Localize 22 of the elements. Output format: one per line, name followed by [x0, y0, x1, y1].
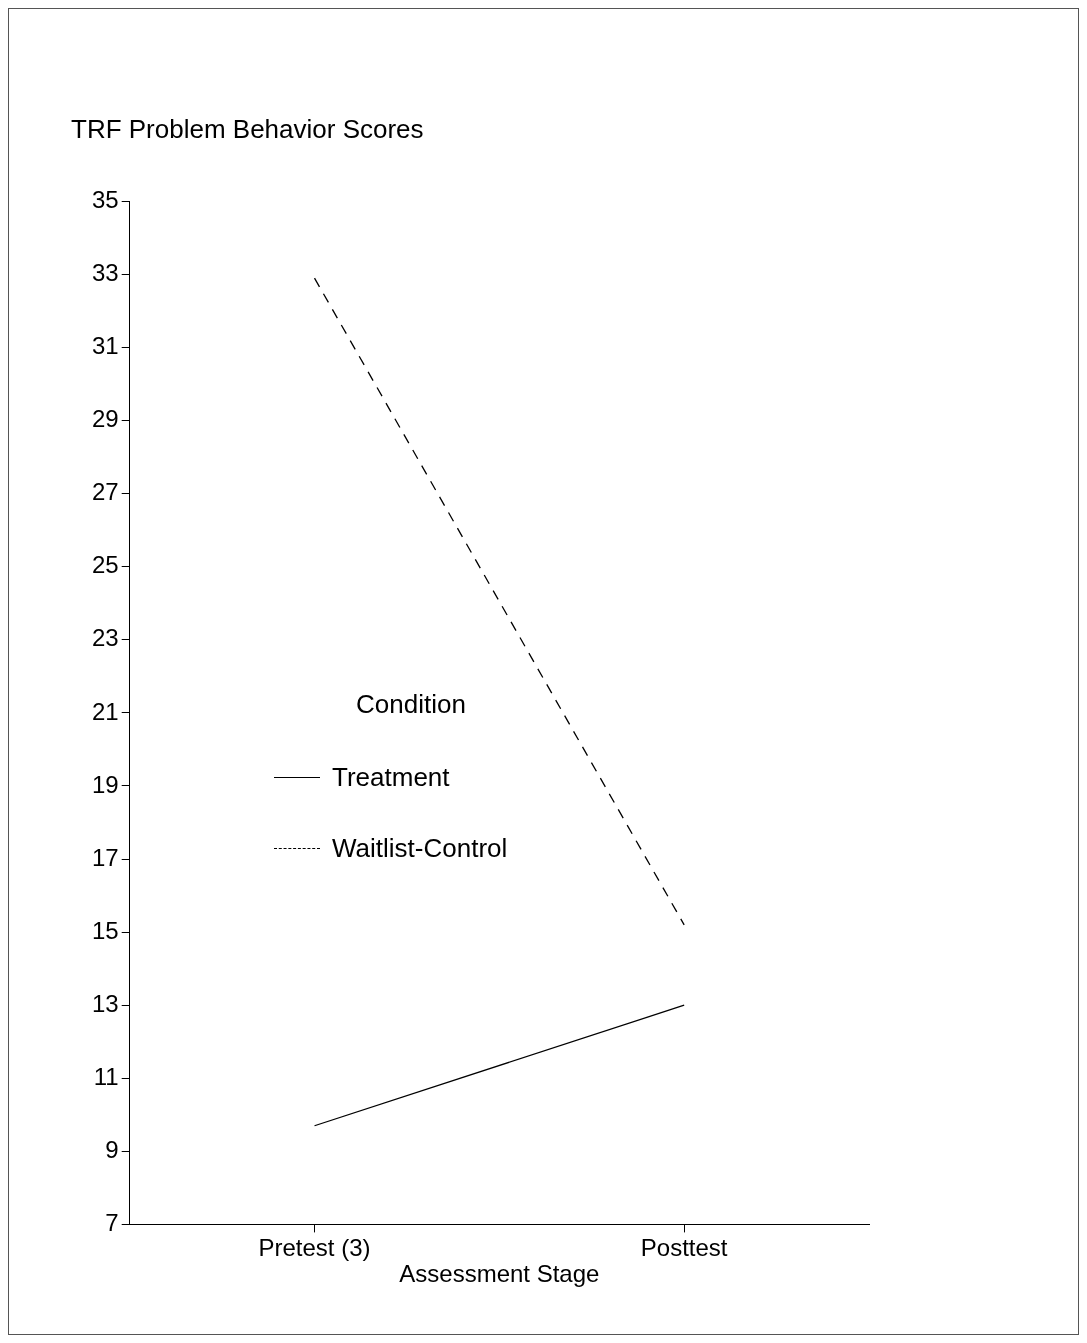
y-tick-label: 13 [91, 989, 119, 1017]
y-tick-label: 7 [105, 1209, 119, 1237]
y-tick-label: 31 [91, 332, 119, 360]
y-axis-title: TRF Problem Behavior Scores [71, 114, 424, 145]
y-tick-label: 23 [91, 624, 119, 652]
y-tick-label: 19 [91, 770, 119, 798]
y-tick-label: 33 [91, 259, 119, 287]
y-tick-label: 35 [91, 186, 119, 214]
x-axis-title: Assessment Stage [399, 1260, 600, 1288]
y-tick-label: 25 [91, 551, 119, 579]
x-tick-label: Posttest [640, 1234, 728, 1262]
y-tick-label: 21 [91, 697, 119, 725]
y-tick-label: 27 [91, 478, 119, 506]
y-tick-label: 9 [105, 1135, 119, 1163]
y-tick-label: 11 [93, 1062, 119, 1090]
legend-label: Treatment [332, 762, 450, 793]
legend-title: Condition [356, 689, 467, 720]
y-tick-label: 15 [91, 916, 119, 944]
legend-label: Waitlist-Control [332, 833, 508, 864]
x-tick-label: Pretest (3) [258, 1234, 371, 1262]
y-tick-label: 29 [91, 405, 119, 433]
y-tick-label: 17 [91, 843, 119, 871]
